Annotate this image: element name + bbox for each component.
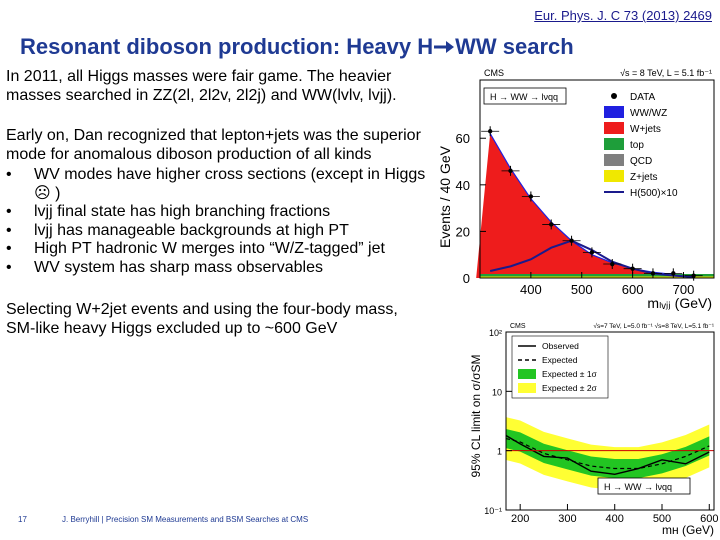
- y-tick-label: 20: [456, 224, 470, 239]
- data-point: [650, 271, 656, 276]
- expected-line: [505, 437, 710, 470]
- bullet-icon: •: [6, 221, 12, 239]
- y-tick-label: 0: [463, 271, 470, 286]
- data-point: [549, 222, 554, 227]
- arrow-icon: [433, 35, 455, 61]
- slide-title: Resonant diboson production: Heavy H WW s…: [20, 34, 574, 61]
- footer-author: J. Berryhill | Precision SM Measurements…: [62, 515, 309, 524]
- data-point: [691, 273, 696, 278]
- legend-label: top: [630, 140, 644, 151]
- zjets-band: [480, 276, 714, 278]
- legend-label: Observed: [542, 341, 579, 351]
- legend-swatch: [518, 383, 536, 393]
- bullet-icon: •: [6, 240, 12, 257]
- legend-swatch: [604, 170, 624, 182]
- legend-swatch: [604, 138, 624, 150]
- legend-label: WW/WZ: [630, 108, 667, 119]
- plot-frame: [479, 79, 715, 279]
- y-tick-label: 40: [456, 178, 470, 193]
- channel-label: H → WW → lνqq: [604, 482, 672, 492]
- x-tick-label: 500: [571, 282, 593, 297]
- legend-marker: [611, 93, 617, 99]
- data-point: [610, 261, 615, 267]
- y-tick-label: 60: [456, 131, 470, 146]
- y-tick-label: 10²: [489, 328, 502, 338]
- x-tick-label: 600: [622, 282, 644, 297]
- conclusion-paragraph: Selecting W+2jet events and using the fo…: [6, 301, 398, 337]
- intro-paragraph: In 2011, all Higgs masses were fair game…: [6, 68, 397, 104]
- legend-label: Expected: [542, 355, 578, 365]
- channel-box: [597, 477, 691, 495]
- list-item: • WV system has sharp mass observables: [6, 258, 323, 276]
- mass-distribution-chart: Events / 40 GeV 0 20 40 60 400 500 600 700 H → W…: [437, 68, 715, 311]
- legend-swatch: [604, 122, 624, 134]
- x-tick-label: 400: [606, 513, 624, 525]
- x-tick-label: 500: [653, 513, 671, 525]
- mode-paragraph: Early on, Dan recognized that lepton+jet…: [6, 127, 421, 163]
- data-point: [630, 266, 635, 271]
- chart-xlabel: mₗᵥⱼⱼ (GeV): [647, 295, 712, 311]
- slide-body: In 2011, all Higgs masses were fair game…: [6, 68, 431, 354]
- data-point: [589, 250, 595, 255]
- y-tick-label: 10: [492, 387, 502, 397]
- one-sigma-band: [506, 428, 710, 479]
- legend-label: H(500)×10: [630, 188, 678, 199]
- wjets-area: [476, 133, 714, 278]
- legend-label: Expected ± 2σ: [542, 383, 598, 393]
- top-band: [480, 274, 714, 277]
- list-item: • High PT hadronic W merges into “W/Z-tag…: [6, 240, 385, 257]
- data-point: [569, 238, 574, 243]
- list-item: • lvjj final state has high branching fra…: [6, 203, 331, 220]
- chart-cms-label: CMS: [484, 68, 504, 78]
- journal-reference[interactable]: Eur. Phys. J. C 73 (2013) 2469: [534, 8, 712, 23]
- observed-line: [505, 434, 710, 475]
- legend-label: W+jets: [630, 124, 661, 135]
- bullet-icon: •: [6, 258, 12, 276]
- limit-chart: 95% CL limit on σ/σSM 10⁻¹ 1 10 10² 200 300 40…: [469, 322, 718, 537]
- slide-footer: 17 J. Berryhill | Precision SM Measureme…: [18, 515, 308, 524]
- limit-cms-label: CMS: [510, 323, 526, 330]
- data-point: [487, 129, 493, 134]
- legend-swatch: [518, 369, 536, 379]
- data-point: [671, 271, 676, 276]
- legend-label: Z+jets: [630, 172, 658, 183]
- x-tick-label: 600: [700, 513, 718, 525]
- limit-energy-label: √s=7 TeV, L=5.0 fb⁻¹ √s=8 TeV, L=5.1 fb⁻…: [593, 322, 714, 330]
- bullet-icon: •: [6, 203, 12, 220]
- data-point: [528, 194, 534, 199]
- chart-energy-label: √s = 8 TeV, L = 5.1 fb⁻¹: [620, 68, 712, 78]
- bullet-icon: •: [6, 166, 12, 183]
- y-tick-label: 1: [497, 447, 502, 457]
- legend-swatch: [604, 154, 624, 166]
- channel-label: H → WW → lνqq: [490, 92, 558, 102]
- legend-label: Expected ± 1σ: [542, 369, 598, 379]
- x-tick-label: 700: [673, 282, 695, 297]
- x-tick-label: 200: [511, 513, 529, 525]
- legend-swatch: [604, 106, 624, 118]
- limit-ylabel: 95% CL limit on σ/σSM: [469, 354, 483, 477]
- limit-xlabel: mʜ (GeV): [662, 523, 714, 537]
- list-item: • WV modes have higher cross sections (ex…: [6, 166, 426, 202]
- page-number: 17: [18, 515, 27, 524]
- bullet-list: • WV modes have higher cross sections (ex…: [6, 166, 431, 277]
- legend-label: DATA: [630, 92, 656, 103]
- legend-label: QCD: [630, 156, 652, 167]
- y-tick-label: 10⁻¹: [484, 506, 502, 516]
- chart-ylabel: Events / 40 GeV: [437, 145, 453, 248]
- x-tick-label: 400: [520, 282, 542, 297]
- channel-box: [483, 87, 567, 105]
- x-tick-label: 300: [558, 513, 576, 525]
- title-suffix: WW search: [455, 34, 574, 59]
- data-point: [508, 168, 513, 174]
- list-item: • lvjj has manageable backgrounds at high…: [6, 221, 349, 239]
- title-main: Resonant diboson production: Heavy H: [20, 34, 434, 59]
- plot-frame: [505, 331, 715, 511]
